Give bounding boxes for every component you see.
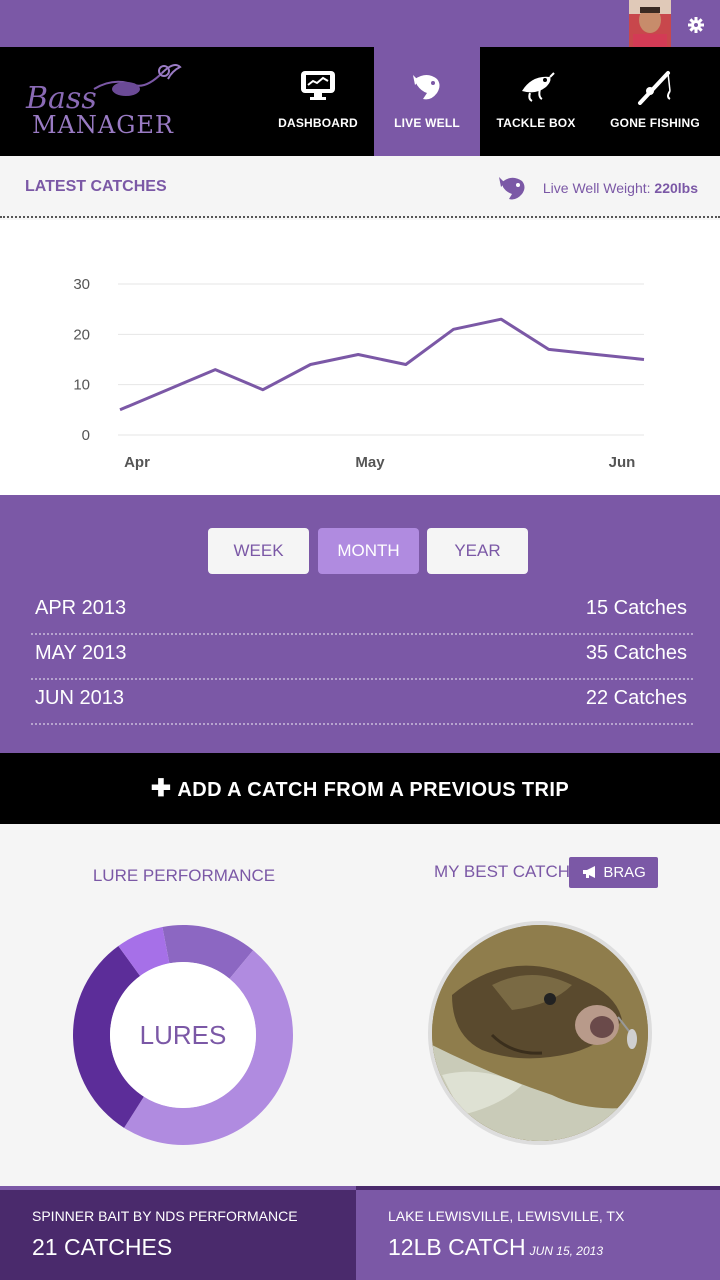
year-button[interactable]: YEAR — [427, 528, 528, 574]
best-catch-title: MY BEST CATCH — [434, 862, 571, 881]
logo-text-manager: MANAGER — [32, 111, 174, 139]
lure-performance-title: LURE PERFORMANCE — [92, 866, 276, 885]
donut-slice[interactable] — [118, 926, 170, 976]
tab-dashboard[interactable]: DASHBOARD — [264, 47, 372, 156]
catches-line-chart: 0 10 20 30 Apr May Jun — [0, 220, 720, 495]
chart-canvas: 0 10 20 30 Apr May Jun — [73, 276, 645, 471]
fish-icon — [413, 75, 440, 100]
latest-catches-header: LATEST CATCHES Live Well Weight: 220lbs — [0, 156, 720, 218]
lure-name: SPINNER BAIT BY NDS PERFORMANCE — [32, 1208, 298, 1224]
donut-center-label: LURES — [139, 1020, 227, 1050]
bass-manager-logo[interactable]: Bass MANAGER — [22, 59, 192, 145]
period-row[interactable]: JUN 2013 22 Catches — [31, 680, 693, 725]
catch-weight-value: 12LB CATCH — [388, 1234, 526, 1260]
live-well-weight-value: 220lbs — [654, 180, 698, 196]
live-well-fish-icon — [499, 177, 525, 200]
live-well-weight: Live Well Weight: 220lbs — [543, 180, 698, 196]
gear-icon[interactable] — [685, 14, 707, 36]
x-tick-label: Jun — [609, 454, 636, 471]
x-tick-label: Apr — [124, 454, 150, 471]
lure-icon — [522, 72, 555, 102]
catch-location: LAKE LEWISVILLE, LEWISVILLE, TX — [388, 1208, 625, 1224]
period-row-month: APR 2013 — [35, 597, 127, 619]
main-nav: Bass MANAGER DASHBOARD LIVE WELL — [0, 47, 720, 156]
month-button[interactable]: MONTH — [318, 528, 419, 574]
tab-live-well[interactable]: LIVE WELL — [374, 47, 480, 156]
lower-section: LURE PERFORMANCE MY BEST CATCH BRAG LURE… — [0, 824, 720, 1186]
top-bar — [0, 0, 720, 47]
y-tick-label: 30 — [73, 276, 90, 293]
period-panel: WEEK MONTH YEAR APR 2013 15 Catches MAY … — [0, 495, 720, 753]
donut-slice[interactable] — [162, 925, 254, 979]
monitor-icon — [301, 71, 335, 100]
y-tick-label: 20 — [73, 326, 90, 343]
avatar[interactable] — [629, 0, 671, 47]
megaphone-icon — [581, 864, 603, 881]
donut-slice[interactable] — [124, 950, 293, 1145]
period-row[interactable]: MAY 2013 35 Catches — [31, 635, 693, 680]
lure-donut-chart — [72, 925, 293, 1145]
tab-gone-fishing-label: GONE FISHING — [610, 116, 700, 130]
lure-catch-count: 21 CATCHES — [32, 1234, 173, 1260]
best-catch-photo[interactable] — [428, 921, 652, 1145]
add-catch-label: ADD A CATCH FROM A PREVIOUS TRIP — [177, 779, 570, 801]
period-row-month: JUN 2013 — [35, 687, 124, 709]
y-tick-label: 10 — [73, 377, 90, 394]
tab-live-well-label: LIVE WELL — [394, 116, 460, 130]
y-tick-label: 0 — [82, 427, 90, 444]
period-row-count: 15 Catches — [585, 597, 687, 619]
brag-label: BRAG — [603, 864, 646, 881]
fishing-rod-icon — [638, 71, 671, 105]
lure-logo-icon — [93, 64, 182, 96]
catch-weight: 12LB CATCH JUN 15, 2013 — [388, 1234, 603, 1261]
lure-stats-panel[interactable]: SPINNER BAIT BY NDS PERFORMANCE 21 CATCH… — [0, 1186, 356, 1280]
plus-icon: ✚ — [150, 775, 172, 802]
period-row-count: 35 Catches — [585, 642, 687, 664]
logo-text-bass: Bass — [26, 81, 97, 116]
donut-slice[interactable] — [72, 946, 144, 1128]
period-row-month: MAY 2013 — [35, 642, 127, 664]
catch-date: JUN 15, 2013 — [529, 1244, 604, 1258]
week-button[interactable]: WEEK — [208, 528, 309, 574]
series-line — [119, 317, 645, 412]
period-row-count: 22 Catches — [585, 687, 687, 709]
best-catch-panel[interactable]: LAKE LEWISVILLE, LEWISVILLE, TX 12LB CAT… — [356, 1186, 720, 1280]
brag-button[interactable]: BRAG — [569, 857, 658, 888]
latest-catches-title: LATEST CATCHES — [25, 178, 167, 195]
tab-tackle-box-label: TACKLE BOX — [496, 116, 576, 130]
tab-gone-fishing[interactable]: GONE FISHING — [600, 47, 710, 156]
x-tick-label: May — [355, 454, 385, 471]
donut-hole — [110, 962, 256, 1108]
add-catch-button[interactable]: ✚ ADD A CATCH FROM A PREVIOUS TRIP — [0, 753, 720, 824]
period-row[interactable]: APR 2013 15 Catches — [31, 590, 693, 635]
live-well-weight-label: Live Well Weight: — [542, 180, 651, 196]
tab-dashboard-label: DASHBOARD — [278, 116, 358, 130]
tab-tackle-box[interactable]: TACKLE BOX — [482, 47, 590, 156]
